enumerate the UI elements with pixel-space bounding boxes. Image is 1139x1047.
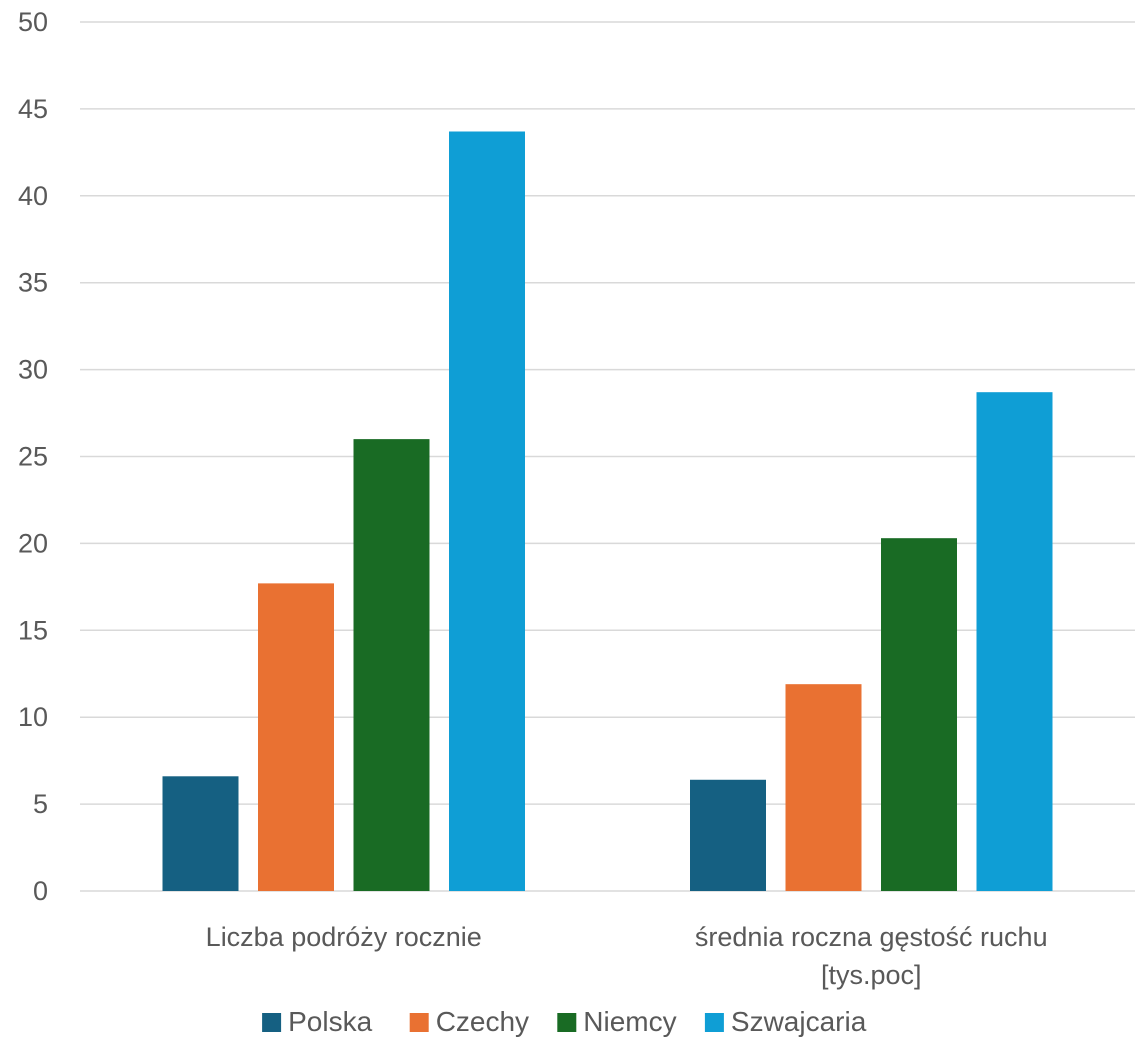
x-axis-category-labels: Liczba podróży rocznie średnia roczna gęs… (206, 922, 1048, 990)
category-label: Liczba podróży rocznie (206, 922, 482, 952)
y-tick-label: 35 (18, 268, 48, 298)
bar-szwajcaria-1 (976, 392, 1053, 891)
legend-label: Szwajcaria (731, 1006, 867, 1037)
y-tick-label: 5 (33, 789, 48, 819)
legend-label: Niemcy (583, 1006, 676, 1037)
bar-niemcy-0 (353, 439, 430, 891)
legend-label: Polska (288, 1006, 372, 1037)
y-axis-tick-labels: 0 5 10 15 20 25 30 35 40 45 50 (18, 7, 48, 906)
y-tick-label: 25 (18, 442, 48, 472)
legend-item-polska: Polska (262, 1006, 373, 1037)
legend-label: Czechy (436, 1006, 529, 1037)
y-tick-label: 10 (18, 702, 48, 732)
y-tick-label: 40 (18, 181, 48, 211)
y-tick-label: 15 (18, 615, 48, 645)
y-tick-label: 30 (18, 355, 48, 385)
y-tick-label: 50 (18, 7, 48, 37)
bars (162, 131, 1053, 891)
category-label: średnia roczna gęstość ruchu (695, 922, 1048, 952)
bar-polska-1 (690, 779, 766, 891)
legend-item-czechy: Czechy (409, 1006, 529, 1037)
y-tick-label: 45 (18, 94, 48, 124)
legend: Polska Czechy Niemcy Szwajcaria (262, 1006, 867, 1037)
legend-item-niemcy: Niemcy (557, 1006, 677, 1037)
legend-swatch (704, 1013, 724, 1032)
bar-czechy-1 (785, 684, 862, 891)
legend-swatch (409, 1013, 429, 1032)
bar-niemcy-1 (881, 538, 957, 891)
y-tick-label: 20 (18, 528, 48, 558)
bar-czechy-0 (258, 583, 334, 891)
category-label: [tys.poc] (821, 960, 922, 990)
bar-szwajcaria-0 (449, 131, 525, 891)
legend-swatch (262, 1013, 282, 1032)
legend-item-szwajcaria: Szwajcaria (704, 1006, 867, 1037)
legend-swatch (557, 1013, 577, 1032)
y-tick-label: 0 (33, 876, 48, 906)
gridlines (80, 21, 1135, 892)
bar-polska-0 (162, 776, 239, 891)
